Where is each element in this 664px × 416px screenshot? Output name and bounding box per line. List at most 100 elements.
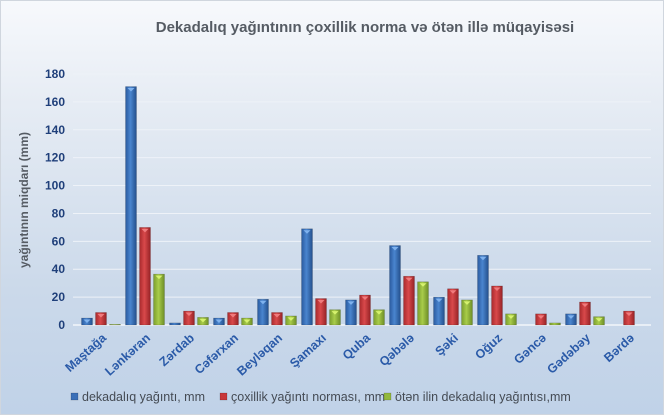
bar-norma [535, 313, 547, 326]
bar-highlight [595, 318, 603, 322]
legend-label: dekadalıq yağıntı, mm [82, 390, 205, 404]
y-tick-label: 100 [45, 179, 65, 193]
bar-highlight [347, 301, 355, 305]
bar-highlight [463, 301, 471, 305]
bar-highlight [537, 315, 545, 319]
x-tick-label: Bərdə [601, 331, 637, 365]
bar-dekadaliq [301, 228, 313, 326]
x-tick-label: Beyləqan [234, 331, 285, 379]
bar-norma [315, 298, 327, 326]
bar-norma [579, 301, 591, 326]
bar-highlight [229, 313, 237, 318]
bar-norma [623, 310, 635, 326]
bar-norma [271, 312, 283, 326]
bar-highlight [331, 311, 339, 315]
y-tick-label: 140 [45, 123, 65, 137]
bar-dekadaliq [389, 245, 401, 326]
legend-label: çoxillik yağıntı norması, mm [231, 390, 385, 404]
bar-highlight [83, 319, 91, 324]
legend-label: ötən ilin dekadalıq yağıntısı,mm [395, 390, 571, 404]
bar-norma [139, 227, 151, 326]
bar-highlight [567, 315, 575, 319]
bar-highlight [317, 300, 325, 304]
y-tick-label: 80 [52, 206, 66, 220]
bar-dekadaliq [125, 86, 137, 326]
bar-norma [491, 285, 503, 326]
bars [81, 86, 635, 326]
bar-oten-il [373, 309, 385, 326]
bar-highlight [361, 296, 369, 301]
x-tick-label: Şəki [433, 331, 461, 359]
bar-dekadaliq [345, 299, 357, 326]
y-tick-label: 40 [52, 262, 66, 276]
bar-norma [227, 312, 239, 326]
bar-highlight [493, 287, 501, 291]
bar-norma [95, 312, 107, 326]
y-tick-label: 0 [58, 318, 65, 332]
bar-highlight [435, 298, 443, 303]
x-tick-label: Gədəbəy [544, 331, 593, 377]
bar-highlight [391, 247, 399, 251]
y-tick-label: 160 [45, 95, 65, 109]
y-axis-ticks: 0 20 40 60 80 100 120 140 160 180 [45, 67, 65, 332]
y-tick-label: 120 [45, 151, 65, 165]
bar-highlight [419, 283, 427, 287]
bar-highlight [287, 317, 295, 321]
y-tick-label: 20 [52, 290, 66, 304]
bar-norma [359, 294, 371, 326]
bar-highlight [185, 312, 193, 317]
bar-highlight [215, 319, 223, 324]
bar-norma [447, 288, 459, 326]
bar-highlight [405, 277, 413, 282]
x-tick-label: Qəbələ [377, 331, 417, 369]
bar-highlight [625, 312, 633, 317]
bar-norma [183, 310, 195, 326]
bar-highlight [259, 300, 267, 305]
chart-title: Dekadalıq yağıntının çoxillik norma və ö… [156, 19, 574, 36]
bar-norma [403, 275, 415, 326]
bar-dekadaliq [565, 313, 577, 326]
x-tick-label: Cəfərxan [192, 331, 241, 377]
bar-oten-il [153, 273, 165, 326]
legend-swatch [70, 392, 79, 401]
x-tick-label: Zərdab [157, 331, 198, 370]
bar-highlight [127, 88, 135, 92]
bar-oten-il [417, 281, 429, 326]
bar-oten-il [109, 324, 121, 326]
y-axis-label: yağıntının miqdarı (mm) [17, 132, 31, 268]
bar-highlight [97, 313, 105, 318]
bar-highlight [479, 256, 487, 261]
bar-highlight [507, 315, 515, 319]
legend-swatch [383, 392, 392, 401]
x-tick-label: Lənkəran [102, 331, 153, 379]
bar-oten-il [505, 313, 517, 326]
bar-highlight [449, 290, 457, 294]
bar-highlight [243, 319, 251, 324]
x-tick-label: Quba [340, 330, 374, 362]
legend-swatch [219, 392, 228, 401]
x-tick-label: Gəncə [511, 331, 549, 367]
bar-dekadaliq [257, 298, 269, 326]
bar-highlight [273, 313, 281, 318]
bar-highlight [581, 303, 589, 307]
bar-dekadaliq [477, 255, 489, 326]
y-tick-label: 180 [45, 67, 65, 81]
bar-highlight [375, 311, 383, 315]
x-tick-label: Oğuz [472, 331, 505, 362]
bar-oten-il [461, 299, 473, 326]
bar-oten-il [549, 322, 561, 326]
x-tick-label: Şamaxı [287, 331, 329, 371]
y-tick-label: 60 [52, 234, 66, 248]
bar-dekadaliq [169, 322, 181, 326]
gridlines [73, 73, 651, 326]
bar-oten-il [329, 309, 341, 326]
bar-highlight [141, 228, 149, 233]
bar-dekadaliq [433, 296, 445, 326]
bar-highlight [155, 275, 163, 280]
bar-highlight [199, 318, 207, 323]
legend: dekadalıq yağıntı, mm çoxillik yağıntı no… [70, 390, 571, 404]
bar-highlight [303, 230, 311, 234]
